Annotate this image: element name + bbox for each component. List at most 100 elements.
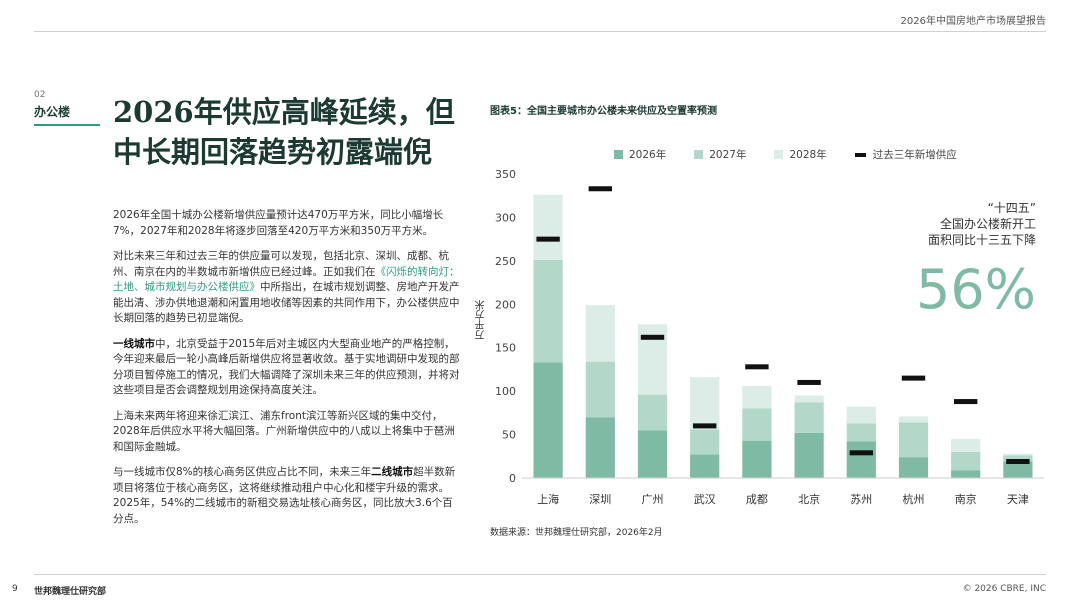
bar-segment-1	[1003, 461, 1033, 478]
bar-segment-3	[846, 406, 876, 424]
past-supply-marker	[849, 450, 873, 456]
bar-segment-1	[742, 440, 772, 478]
footer-copyright: © 2026 CBRE, INC	[962, 584, 1046, 594]
bar-segment-3	[1003, 453, 1033, 456]
past-supply-marker	[640, 334, 665, 340]
bar-segment-2	[1003, 455, 1033, 462]
bar-segment-2	[898, 422, 929, 458]
bar-segment-2	[585, 361, 615, 418]
callout-line-2: 全国办公楼新开工	[939, 217, 1036, 231]
x-tick-label: 广州	[642, 493, 664, 506]
paragraph-5-text-a: 与一线城市仅8%的核心商务区供应占比不同，未来三年	[113, 466, 372, 478]
past-supply-marker	[693, 423, 717, 429]
y-tick-label: 150	[495, 342, 516, 355]
past-supply-marker	[745, 364, 769, 370]
report-title: 2026年中国房地产市场展望报告	[900, 16, 1046, 27]
x-tick-label: 武汉	[694, 493, 716, 506]
paragraph-2-text-b: 中所指出，在城市规划调整、房地产开发产能出清、涉办供地退潮和闲置用地收储等因素的…	[113, 281, 460, 324]
legend-label-2027: 2027年	[709, 149, 747, 161]
bar-segment-3	[951, 438, 981, 452]
legend-label-2026: 2026年	[629, 149, 667, 161]
tier2-city-label: 二线城市	[371, 466, 414, 478]
y-tick-label: 50	[502, 429, 516, 442]
x-tick-label: 苏州	[850, 493, 872, 506]
footer-org: 世邦魏理仕研究部	[34, 587, 107, 597]
page-number: 9	[12, 584, 18, 594]
bar-segment-3	[742, 385, 772, 409]
paragraph-5-text-b: 超半数新项目将落位于核心商务区，这将继续推动租户中心化和楼宇升级的需求。2025…	[113, 466, 456, 525]
bar-segment-2	[846, 423, 876, 442]
legend-swatch-2027	[694, 150, 704, 159]
legend-swatch-2028	[774, 150, 784, 159]
legend-label-2028: 2028年	[789, 149, 827, 161]
section-name: 办公楼	[34, 105, 71, 119]
past-supply-marker	[797, 379, 821, 385]
bar-segment-2	[742, 408, 772, 441]
body-text: 2026年全国十城办公楼新增供应量预计达470万平方米，同比小幅增长7%，202…	[113, 208, 463, 537]
bar-segment-1	[637, 430, 668, 478]
header-divider	[34, 31, 1046, 32]
callout: “十四五” 全国办公楼新开工 面积同比十三五下降 56%	[836, 200, 1036, 321]
footer-divider	[34, 574, 1046, 575]
legend-item-2027: 2027年	[694, 147, 746, 162]
section-number: 02	[34, 90, 46, 100]
paragraph-3-text: 中，北京受益于2015年后对主城区内大型商业地产的严格控制，今年迎来最后一轮小高…	[113, 337, 460, 397]
y-tick-label: 200	[495, 298, 516, 311]
x-tick-label: 杭州	[903, 492, 925, 506]
callout-line-3: 面积同比十三五下降	[927, 233, 1036, 247]
callout-value: 56%	[915, 258, 1036, 321]
page-headline: 2026年供应高峰延续，但中长期回落趋势初露端倪	[113, 95, 455, 169]
legend-item-2028: 2028年	[774, 147, 827, 162]
y-tick-label: 300	[495, 211, 516, 224]
x-tick-label: 深圳	[589, 493, 611, 506]
x-tick-label: 北京	[798, 492, 820, 506]
chart-legend: 2026年 2027年 2028年 过去三年新增供应	[614, 147, 985, 162]
x-tick-label: 南京	[955, 492, 977, 506]
legend-item-past-supply: 过去三年新增供应	[854, 147, 957, 162]
figure-title: 图表5：全国主要城市办公楼未来供应及空置率预测	[490, 106, 717, 117]
bar-segment-1	[846, 441, 876, 478]
x-tick-label: 天津	[1007, 493, 1029, 506]
bar-segment-2	[637, 394, 668, 431]
legend-item-2026: 2026年	[614, 147, 666, 162]
bar-segment-2	[794, 402, 824, 433]
bar-segment-2	[533, 259, 563, 363]
y-tick-label: 100	[495, 385, 516, 398]
report-link[interactable]: 《闪烁的转向灯：土地、城市规划与办公楼供应》	[113, 265, 460, 294]
legend-label-past-supply: 过去三年新增供应	[872, 149, 957, 161]
y-tick-label: 350	[495, 168, 516, 181]
bar-segment-3	[533, 194, 563, 260]
bar-segment-1	[794, 432, 824, 478]
paragraph-4: 上海未来两年将迎来徐汇滨江、浦东front滨江等新兴区域的集中交付，2028年后…	[113, 409, 455, 453]
bar-segment-1	[533, 362, 563, 478]
paragraph-2-text-a: 对比未来三年和过去三年的供应量可以发现，包括北京、深圳、成都、杭州、南京在内的半…	[113, 250, 449, 278]
y-tick-label: 0	[509, 472, 516, 485]
callout-line-1: “十四五”	[987, 201, 1036, 215]
bar-segment-3	[898, 416, 929, 423]
paragraph-3: 一线城市中，北京受益于2015年后对主城区内大型商业地产的严格控制，今年迎来最后…	[113, 337, 463, 399]
supply-bar-chart: 0 50 100 150 200 250 300 350 上海 深圳 广州 武汉 成都 北京 苏州 杭州 南京 天…	[495, 168, 1044, 506]
paragraph-5: 与一线城市仅8%的核心商务区供应占比不同，未来三年二线城市超半数新项目将落位于核…	[113, 465, 463, 527]
legend-marker-past-supply	[854, 152, 866, 157]
y-tick-label: 250	[495, 255, 516, 268]
section-underline	[34, 124, 100, 126]
past-supply-marker	[588, 186, 612, 192]
bar-segment-1	[585, 417, 615, 478]
past-supply-marker	[901, 375, 926, 381]
bar-segment-2	[690, 429, 720, 455]
bar-segment-2	[951, 451, 981, 471]
paragraph-1: 2026年全国十城办公楼新增供应量预计达470万平方米，同比小幅增长7%，202…	[113, 209, 444, 237]
legend-swatch-2026	[614, 150, 623, 159]
bar-segment-3	[794, 395, 824, 403]
tier1-city-label: 一线城市	[113, 337, 155, 350]
bar-segment-3	[585, 305, 615, 362]
x-tick-label: 上海	[537, 492, 559, 506]
x-tick-label: 成都	[746, 493, 768, 506]
past-supply-marker	[1006, 458, 1030, 464]
bar-segment-1	[690, 454, 720, 478]
y-axis-label: 万平方米	[476, 300, 487, 340]
bar-segment-1	[951, 470, 981, 478]
source-note: 数据来源：世邦魏理仕研究部，2026年2月	[490, 528, 663, 538]
past-supply-marker	[536, 236, 560, 242]
bar-segment-3	[690, 377, 720, 430]
